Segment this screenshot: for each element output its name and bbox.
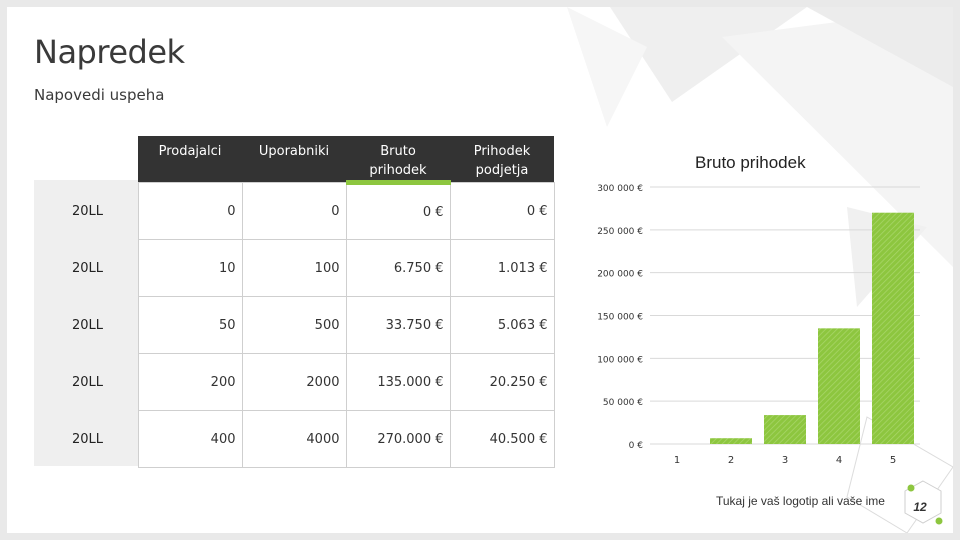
table-cell: 5.063 € bbox=[449, 296, 555, 354]
table-corner bbox=[34, 136, 138, 183]
forecast-table: Prodajalci Uporabniki Bruto prihodek Pri… bbox=[34, 136, 555, 468]
x-tick-label: 5 bbox=[890, 455, 896, 466]
year-label: 20LL bbox=[72, 203, 104, 219]
year-column-background bbox=[34, 180, 138, 466]
table-cell: 270.000 € bbox=[345, 410, 451, 468]
bar bbox=[872, 212, 914, 444]
table-header-row: Prodajalci Uporabniki Bruto prihodek Pri… bbox=[34, 136, 554, 185]
bar bbox=[818, 328, 860, 444]
chart-title: Bruto prihodek bbox=[695, 153, 806, 172]
table-cell: 0 € bbox=[449, 182, 555, 240]
y-tick-label: 100 000 € bbox=[597, 355, 643, 365]
y-tick-label: 50 000 € bbox=[603, 398, 643, 408]
x-tick-label: 2 bbox=[728, 455, 734, 466]
x-tick-label: 4 bbox=[836, 455, 842, 466]
table-cell: 6.750 € bbox=[345, 239, 451, 297]
year-label: 20LL bbox=[72, 260, 104, 276]
slide: Napredek Napovedi uspeha Prodajalci Upor… bbox=[7, 7, 953, 533]
column-header: Bruto prihodek bbox=[346, 136, 450, 185]
page-title: Napredek bbox=[34, 33, 185, 71]
y-tick-label: 0 € bbox=[629, 441, 644, 451]
table-row: 20LL 0 0 0 € 0 € bbox=[34, 182, 555, 240]
column-header: Prodajalci bbox=[138, 136, 242, 183]
table-row: 20LL 50 500 33.750 € 5.063 € bbox=[34, 296, 555, 354]
table-cell: 200 bbox=[137, 353, 243, 411]
column-header: Prihodek podjetja bbox=[450, 136, 554, 183]
page-number-badge bbox=[904, 480, 943, 525]
y-tick-label: 200 000 € bbox=[597, 270, 643, 280]
page-number: 12 bbox=[913, 500, 927, 514]
table-cell: 2000 bbox=[241, 353, 347, 411]
bar-chart: 0 €50 000 €100 000 €150 000 €200 000 €25… bbox=[597, 184, 920, 466]
table-row: 20LL 400 4000 270.000 € 40.500 € bbox=[34, 410, 555, 468]
x-tick-label: 1 bbox=[674, 455, 680, 466]
bar bbox=[710, 438, 752, 444]
table-cell: 135.000 € bbox=[345, 353, 451, 411]
y-tick-label: 300 000 € bbox=[597, 184, 643, 194]
table-cell: 33.750 € bbox=[345, 296, 451, 354]
year-label: 20LL bbox=[72, 431, 104, 447]
table-row: 20LL 200 2000 135.000 € 20.250 € bbox=[34, 353, 555, 411]
table-cell: 100 bbox=[241, 239, 347, 297]
y-tick-label: 250 000 € bbox=[597, 227, 643, 237]
bar bbox=[764, 415, 806, 444]
table-cell: 500 bbox=[241, 296, 347, 354]
column-header: Uporabniki bbox=[242, 136, 346, 183]
table-cell: 50 bbox=[137, 296, 243, 354]
table-cell: 1.013 € bbox=[449, 239, 555, 297]
year-label: 20LL bbox=[72, 374, 104, 390]
year-label: 20LL bbox=[72, 317, 104, 333]
table-cell: 0 bbox=[137, 182, 243, 240]
table-cell: 4000 bbox=[241, 410, 347, 468]
table-cell: 10 bbox=[137, 239, 243, 297]
y-tick-label: 150 000 € bbox=[597, 313, 643, 323]
table-cell: 0 bbox=[241, 182, 347, 240]
logo-text: Tukaj je vaš logotip ali vaše ime bbox=[716, 494, 885, 508]
table-cell: 400 bbox=[137, 410, 243, 468]
page-subtitle: Napovedi uspeha bbox=[34, 86, 165, 104]
table-cell: 0 € bbox=[345, 182, 451, 240]
table-row: 20LL 10 100 6.750 € 1.013 € bbox=[34, 239, 555, 297]
table-cell: 20.250 € bbox=[449, 353, 555, 411]
table-cell: 40.500 € bbox=[449, 410, 555, 468]
x-tick-label: 3 bbox=[782, 455, 788, 466]
